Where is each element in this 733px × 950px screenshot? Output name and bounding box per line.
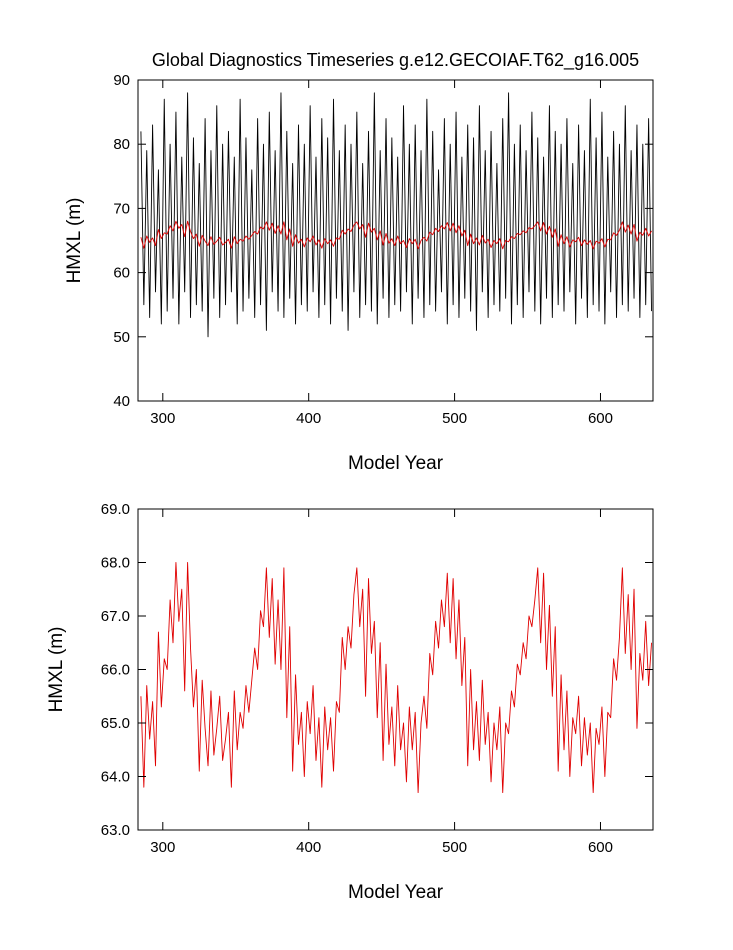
y-tick-label: 40: [113, 393, 130, 410]
plot-frame: [137, 508, 654, 831]
line-series: [140, 562, 652, 793]
y-axis-label: HMXL (m): [64, 198, 85, 284]
y-tick-label: 63.0: [101, 822, 130, 839]
line-series: [140, 92, 652, 338]
x-tick-label: 600: [588, 839, 613, 856]
plot-frame: [137, 79, 654, 402]
y-tick-label: 67.0: [101, 608, 130, 625]
y-tick-label: 70: [113, 200, 130, 217]
x-tick-label: 400: [296, 839, 321, 856]
x-tick-label: 300: [150, 410, 175, 427]
x-tick-label: 400: [296, 410, 321, 427]
y-tick-label: 69.0: [101, 501, 130, 518]
chart-title: Global Diagnostics Timeseries g.e12.GECO…: [152, 50, 639, 71]
y-tick-label: 64.0: [101, 769, 130, 786]
y-tick-label: 80: [113, 136, 130, 153]
y-tick-label: 60: [113, 265, 130, 282]
y-tick-label: 50: [113, 329, 130, 346]
y-tick-label: 66.0: [101, 662, 130, 679]
line-series: [140, 220, 652, 250]
y-tick-label: 65.0: [101, 715, 130, 732]
x-tick-label: 300: [150, 839, 175, 856]
y-tick-label: 90: [113, 72, 130, 89]
y-tick-label: 68.0: [101, 555, 130, 572]
x-axis-label: Model Year: [348, 453, 444, 474]
x-axis-label: Model Year: [348, 882, 444, 903]
x-tick-label: 500: [442, 410, 467, 427]
x-tick-label: 500: [442, 839, 467, 856]
y-axis-label: HMXL (m): [46, 627, 67, 713]
x-tick-label: 600: [588, 410, 613, 427]
